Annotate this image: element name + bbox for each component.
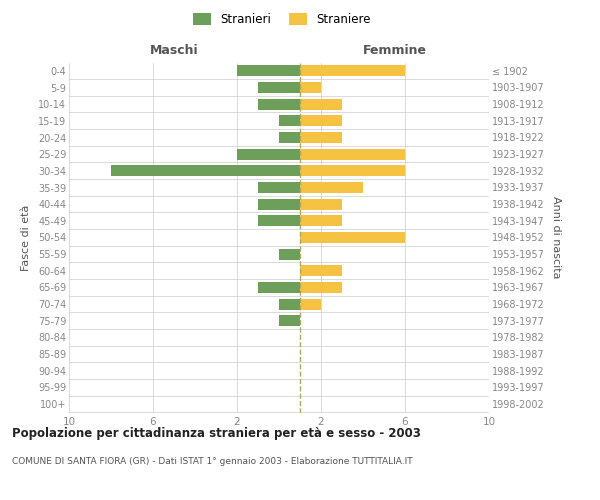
Y-axis label: Fasce di età: Fasce di età	[21, 204, 31, 270]
Bar	[279, 116, 300, 126]
Bar	[300, 116, 342, 126]
Bar	[300, 166, 405, 176]
Bar	[300, 266, 342, 276]
Bar	[258, 99, 300, 110]
Text: Maschi: Maschi	[149, 44, 199, 58]
Bar	[258, 182, 300, 193]
Bar	[279, 298, 300, 310]
Bar	[300, 99, 342, 110]
Bar	[300, 216, 342, 226]
Y-axis label: Anni di nascita: Anni di nascita	[551, 196, 562, 278]
Bar	[111, 166, 300, 176]
Bar	[300, 232, 405, 243]
Bar	[258, 282, 300, 293]
Bar	[300, 198, 342, 209]
Bar	[300, 282, 342, 293]
Bar	[279, 132, 300, 143]
Legend: Stranieri, Straniere: Stranieri, Straniere	[188, 8, 376, 31]
Bar	[258, 82, 300, 93]
Bar	[300, 132, 342, 143]
Bar	[279, 248, 300, 260]
Bar	[300, 298, 321, 310]
Bar	[237, 149, 300, 160]
Text: Popolazione per cittadinanza straniera per età e sesso - 2003: Popolazione per cittadinanza straniera p…	[12, 428, 421, 440]
Bar	[300, 182, 363, 193]
Bar	[279, 316, 300, 326]
Bar	[300, 149, 405, 160]
Bar	[258, 216, 300, 226]
Text: COMUNE DI SANTA FIORA (GR) - Dati ISTAT 1° gennaio 2003 - Elaborazione TUTTITALI: COMUNE DI SANTA FIORA (GR) - Dati ISTAT …	[12, 458, 413, 466]
Bar	[237, 66, 300, 76]
Bar	[300, 82, 321, 93]
Text: Femmine: Femmine	[362, 44, 427, 58]
Bar	[258, 198, 300, 209]
Bar	[300, 66, 405, 76]
